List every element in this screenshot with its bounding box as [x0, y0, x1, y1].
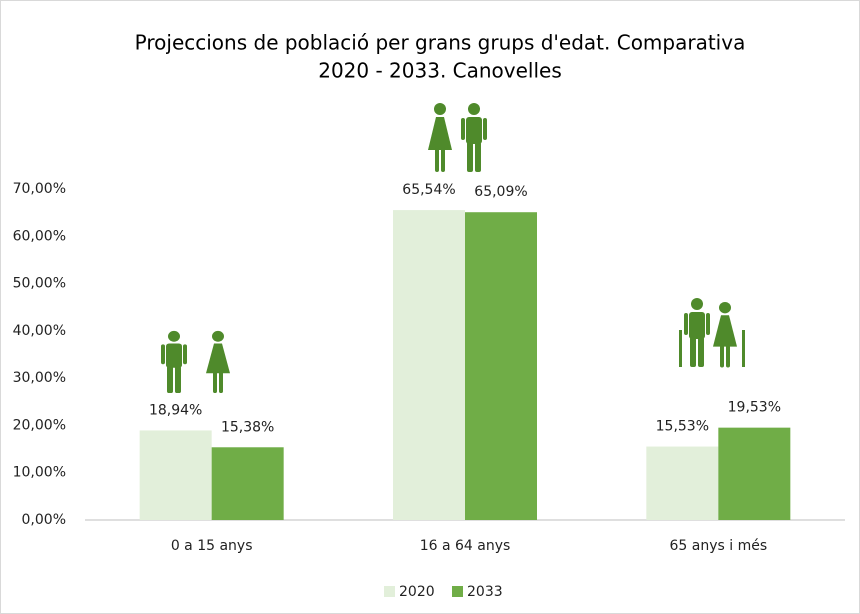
chart-title: 2020 - 2033. Canovelles	[318, 59, 562, 83]
value-label: 19,53%	[728, 400, 781, 416]
legend-label: 2020	[399, 584, 435, 600]
bar	[393, 210, 465, 521]
bar	[646, 446, 719, 520]
value-label: 15,53%	[656, 419, 709, 435]
y-tick-label: 20,00%	[13, 417, 66, 433]
legend-swatch	[452, 586, 463, 597]
value-label: 65,54%	[402, 182, 455, 198]
y-tick-label: 30,00%	[13, 370, 66, 386]
legend-swatch	[384, 586, 395, 597]
y-tick-label: 0,00%	[22, 512, 66, 528]
x-tick-label: 0 a 15 anys	[171, 538, 253, 554]
bar	[211, 447, 284, 520]
bar	[465, 212, 537, 520]
value-label: 18,94%	[149, 402, 202, 418]
value-label: 65,09%	[474, 184, 527, 200]
y-tick-label: 50,00%	[13, 276, 66, 292]
x-tick-label: 16 a 64 anys	[420, 538, 511, 554]
bar	[718, 427, 791, 520]
icon-cane	[742, 330, 745, 367]
icons	[161, 103, 745, 393]
x-tick-label: 65 anys i més	[670, 538, 768, 554]
y-tick-label: 10,00%	[13, 465, 66, 481]
y-tick-label: 60,00%	[13, 228, 66, 244]
bar	[139, 430, 212, 520]
icon-cane	[679, 330, 682, 367]
legend-label: 2033	[467, 584, 503, 600]
chart-title: Projeccions de població per grans grups …	[135, 31, 746, 55]
value-label: 15,38%	[221, 419, 274, 435]
y-tick-label: 40,00%	[13, 323, 66, 339]
y-tick-label: 70,00%	[13, 181, 66, 197]
